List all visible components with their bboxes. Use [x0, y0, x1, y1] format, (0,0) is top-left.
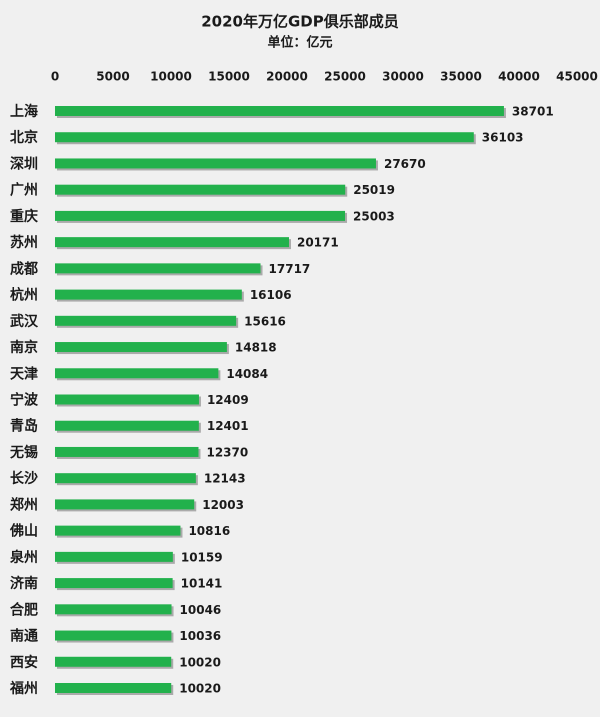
value-label: 12370	[206, 445, 248, 459]
value-label: 27670	[384, 157, 426, 171]
value-label: 12143	[204, 472, 246, 486]
bar	[55, 315, 237, 326]
value-label: 10036	[179, 629, 221, 643]
x-tick-label: 45000	[556, 70, 598, 84]
y-tick-label: 佛山	[9, 523, 38, 540]
y-tick-label: 合肥	[10, 601, 38, 618]
y-tick-label: 宁波	[10, 392, 39, 409]
y-tick-label: 西安	[10, 654, 38, 671]
y-tick-label: 长沙	[10, 470, 38, 487]
y-tick-label: 青岛	[10, 418, 38, 435]
value-label: 14084	[226, 367, 268, 381]
y-tick-label: 深圳	[10, 155, 38, 172]
bar	[55, 420, 199, 431]
y-tick-label: 济南	[10, 575, 38, 592]
value-label: 14818	[235, 341, 277, 355]
bar	[55, 578, 173, 589]
bar	[55, 158, 376, 169]
bar	[55, 289, 242, 300]
x-tick-label: 30000	[382, 70, 424, 84]
bar	[55, 368, 219, 379]
value-label: 25019	[353, 183, 395, 197]
y-tick-label: 苏州	[10, 234, 38, 251]
value-label: 12003	[202, 498, 244, 512]
y-tick-label: 成都	[10, 260, 38, 277]
bar	[55, 394, 199, 405]
y-tick-label: 福州	[9, 680, 38, 697]
bar	[55, 184, 346, 195]
x-tick-label: 20000	[266, 70, 308, 84]
y-tick-label: 南通	[10, 628, 38, 645]
value-label: 10020	[179, 682, 221, 696]
y-tick-label: 武汉	[10, 313, 39, 330]
bar	[55, 106, 504, 116]
y-tick-label: 重庆	[10, 208, 38, 225]
bar	[55, 263, 261, 274]
x-tick-label: 5000	[96, 70, 129, 84]
value-label: 16106	[250, 288, 292, 302]
y-tick-label: 广州	[10, 182, 38, 199]
bar	[55, 132, 474, 143]
bar	[55, 656, 172, 667]
bar	[55, 551, 173, 562]
bar	[55, 630, 172, 641]
bar	[55, 525, 181, 536]
bar	[55, 446, 199, 457]
y-tick-label: 无锡	[9, 444, 38, 461]
value-label: 12409	[207, 393, 249, 407]
x-tick-label: 35000	[440, 70, 482, 84]
value-label: 38701	[512, 105, 554, 119]
x-tick-label: 25000	[324, 70, 366, 84]
bar	[55, 683, 172, 693]
chart-title: 2020年万亿GDP俱乐部成员	[201, 13, 399, 31]
value-label: 15616	[244, 314, 286, 328]
x-tick-label: 15000	[208, 70, 250, 84]
y-tick-label: 杭州	[10, 287, 38, 304]
value-label: 10020	[179, 655, 221, 669]
y-tick-label: 北京	[10, 129, 38, 146]
value-label: 10816	[188, 524, 230, 538]
chart-subtitle: 单位：亿元	[267, 35, 332, 51]
value-label: 12401	[207, 419, 249, 433]
bar	[55, 342, 227, 353]
value-label: 10159	[181, 550, 223, 564]
value-label: 10141	[181, 577, 223, 591]
x-tick-label: 40000	[498, 70, 540, 84]
value-label: 10046	[180, 603, 222, 617]
y-tick-label: 上海	[10, 103, 38, 120]
x-tick-label: 0	[51, 70, 59, 84]
y-tick-label: 天津	[10, 365, 38, 382]
value-label: 20171	[297, 236, 339, 250]
bar	[55, 604, 172, 615]
value-label: 25003	[353, 209, 395, 223]
value-label: 36103	[482, 131, 524, 145]
bar	[55, 237, 289, 248]
y-tick-label: 南京	[10, 339, 38, 356]
bar	[55, 210, 346, 221]
x-tick-label: 10000	[150, 70, 192, 84]
value-label: 17717	[269, 262, 311, 276]
bar	[55, 473, 196, 484]
y-tick-label: 郑州	[10, 496, 38, 513]
y-tick-label: 泉州	[10, 549, 38, 566]
bar	[55, 499, 195, 510]
